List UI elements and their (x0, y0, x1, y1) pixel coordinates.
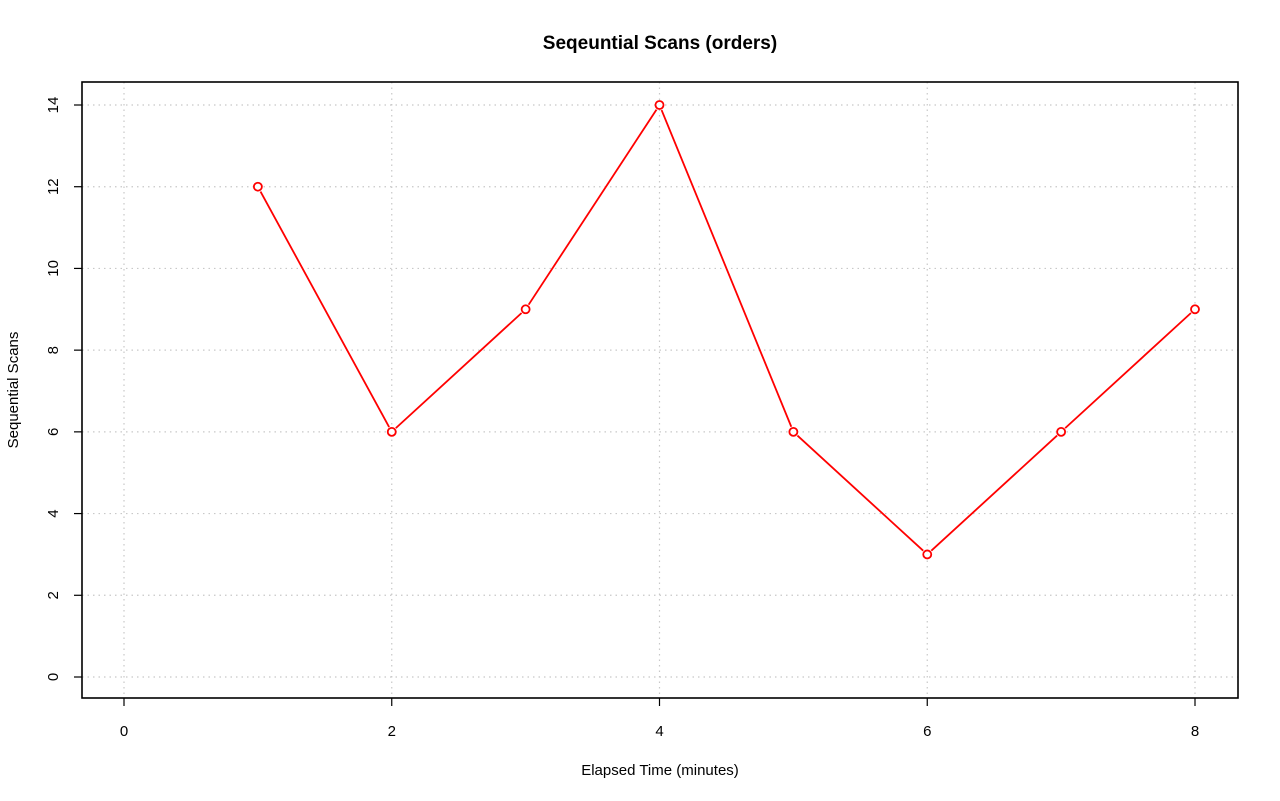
y-tick-label: 4 (45, 509, 62, 517)
data-point (386, 426, 397, 437)
data-point (922, 549, 933, 560)
data-point (788, 426, 799, 437)
y-tick-label: 6 (45, 428, 62, 436)
series-line (259, 109, 1192, 552)
series-line-segment (796, 434, 924, 552)
data-point (654, 100, 665, 110)
data-point (1190, 304, 1200, 315)
series-points (252, 100, 1200, 560)
data-point (252, 181, 263, 192)
series-line-segment (1064, 312, 1192, 429)
x-tick-label: 2 (388, 723, 396, 740)
series-line-segment (660, 109, 793, 428)
series-line-segment (259, 191, 390, 428)
x-tick-label: 4 (655, 723, 663, 740)
series-line-segment (527, 109, 658, 306)
series-line-segment (930, 434, 1058, 552)
x-tick-label: 6 (923, 723, 931, 740)
series-line-segment (395, 312, 523, 429)
y-tick-label: 14 (45, 97, 62, 114)
data-point (520, 304, 531, 315)
y-tick-label: 8 (45, 346, 62, 354)
y-tick-label: 12 (45, 178, 62, 195)
y-axis-label: Sequential Scans (5, 332, 22, 449)
grid-lines (82, 82, 1238, 698)
x-tick-label: 8 (1191, 723, 1199, 740)
axis-ticks: 0 2 4 6 8 0 2 4 6 8 10 12 14 (45, 97, 1199, 740)
data-point (1056, 426, 1067, 437)
x-tick-label: 0 (120, 723, 128, 740)
y-tick-label: 10 (45, 260, 62, 277)
x-axis-label: Elapsed Time (minutes) (581, 762, 739, 779)
chart-title: Seqeuntial Scans (orders) (543, 33, 777, 54)
y-tick-label: 0 (45, 673, 62, 681)
y-tick-label: 2 (45, 591, 62, 599)
